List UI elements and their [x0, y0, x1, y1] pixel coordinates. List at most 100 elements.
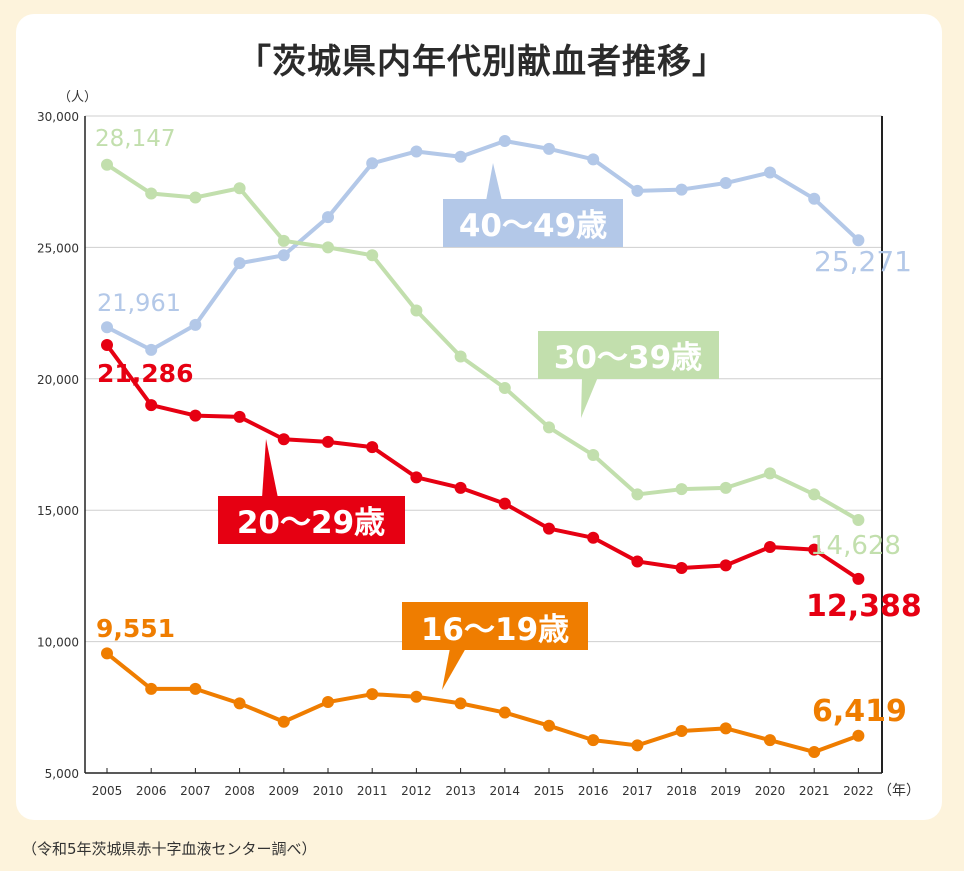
series-name-label: 20〜29歳	[237, 505, 385, 541]
data-point-age_20_29	[764, 540, 776, 553]
chart-title: 「茨城県内年代別献血者推移」	[237, 42, 727, 82]
x-tick-label: 2006	[136, 784, 167, 798]
data-point-age_40_49	[852, 234, 865, 247]
y-tick-label: 25,000	[37, 241, 79, 255]
data-point-age_20_29	[233, 410, 246, 423]
x-tick-label: 2016	[578, 784, 609, 798]
end-value-label: 12,388	[806, 589, 922, 624]
x-tick-label: 2017	[622, 784, 653, 798]
data-point-age_16_19	[366, 688, 379, 701]
data-point-age_40_49	[233, 257, 246, 270]
series-callout-pointer	[442, 648, 466, 690]
data-point-age_16_19	[852, 729, 865, 742]
x-axis-unit-label: （年）	[878, 783, 920, 799]
x-tick-label: 2015	[534, 784, 565, 798]
data-point-age_30_39	[764, 467, 776, 480]
data-point-age_30_39	[101, 158, 113, 171]
data-point-age_30_39	[852, 513, 865, 526]
data-point-age_30_39	[498, 381, 511, 394]
x-tick-label: 2018	[666, 784, 697, 798]
x-tick-label: 2010	[313, 784, 344, 798]
data-point-age_16_19	[322, 696, 334, 709]
data-point-age_30_39	[277, 234, 290, 247]
x-tick-label: 2012	[401, 784, 432, 798]
end-value-label: 6,419	[812, 694, 907, 729]
data-point-age_20_29	[808, 543, 821, 556]
data-point-age_40_49	[410, 145, 423, 158]
data-point-age_30_39	[631, 488, 644, 501]
data-point-age_16_19	[498, 706, 511, 719]
data-point-age_20_29	[543, 522, 555, 535]
x-tick-label: 2008	[224, 784, 255, 798]
start-value-label: 9,551	[96, 614, 175, 643]
data-point-age_16_19	[675, 724, 688, 737]
series-line-age_16_19	[105, 651, 860, 754]
data-point-age_40_49	[498, 134, 511, 147]
data-point-age_40_49	[322, 211, 334, 224]
series-callout-box	[218, 496, 405, 544]
data-point-age_20_29	[852, 572, 865, 585]
data-point-age_20_29	[454, 481, 467, 494]
data-point-age_40_49	[808, 192, 821, 205]
data-point-age_20_29	[366, 441, 379, 454]
x-tick-label: 2019	[711, 784, 742, 798]
series-name-label: 16〜19歳	[421, 612, 569, 648]
data-point-age_16_19	[543, 719, 555, 732]
series-callout-box	[443, 199, 623, 247]
end-value-label: 14,628	[810, 531, 901, 561]
series-line-age_20_29	[105, 343, 860, 581]
data-point-age_40_49	[145, 343, 158, 356]
data-point-age_30_39	[587, 449, 600, 462]
series-callout-pointer	[486, 163, 502, 201]
data-point-age_16_19	[587, 734, 600, 747]
x-tick-label: 2005	[92, 784, 123, 798]
data-point-age_16_19	[189, 682, 202, 695]
data-point-age_30_39	[410, 304, 423, 317]
data-point-age_30_39	[454, 350, 467, 363]
y-tick-label: 5,000	[45, 767, 79, 781]
x-tick-label: 2021	[799, 784, 830, 798]
data-point-age_16_19	[145, 682, 158, 695]
data-point-age_20_29	[587, 531, 600, 544]
data-point-age_30_39	[675, 483, 688, 496]
x-tick-label: 2013	[445, 784, 476, 798]
data-point-age_40_49	[101, 321, 113, 334]
data-point-age_16_19	[277, 715, 290, 728]
data-point-age_30_39	[543, 421, 555, 434]
data-point-age_30_39	[189, 191, 202, 204]
data-point-age_40_49	[189, 318, 202, 331]
data-point-age_16_19	[631, 739, 644, 752]
data-point-age_20_29	[675, 562, 688, 575]
data-point-age_30_39	[145, 187, 158, 200]
data-point-age_20_29	[410, 471, 423, 484]
series-name-label: 30〜39歳	[554, 340, 702, 376]
data-point-age_20_29	[719, 559, 732, 572]
data-point-age_20_29	[101, 339, 113, 352]
data-point-age_20_29	[145, 399, 158, 412]
data-point-age_16_19	[764, 734, 776, 747]
data-point-age_30_39	[233, 182, 246, 195]
start-value-label: 28,147	[95, 126, 175, 152]
data-point-age_16_19	[454, 697, 467, 710]
y-tick-label: 30,000	[37, 110, 79, 124]
data-point-age_20_29	[631, 555, 644, 568]
x-tick-label: 2011	[357, 784, 388, 798]
series-line-age_40_49	[106, 138, 860, 352]
series-callout-pointer	[262, 439, 278, 498]
y-axis-unit-label: （人）	[58, 90, 97, 105]
x-tick-label: 2022	[843, 784, 874, 798]
data-source-note: （令和5年茨城県赤十字血液センター調べ）	[22, 840, 317, 858]
y-tick-label: 20,000	[37, 373, 79, 387]
data-point-age_30_39	[808, 488, 821, 501]
data-point-age_40_49	[366, 157, 379, 170]
data-point-age_40_49	[764, 166, 776, 179]
x-tick-label: 2014	[490, 784, 521, 798]
data-point-age_16_19	[719, 722, 732, 735]
series-name-label: 40〜49歳	[459, 208, 607, 244]
data-point-age_20_29	[322, 435, 334, 448]
data-point-age_30_39	[719, 481, 732, 494]
data-point-age_20_29	[277, 433, 290, 446]
series-line-age_30_39	[105, 163, 860, 522]
data-point-age_16_19	[808, 745, 821, 758]
